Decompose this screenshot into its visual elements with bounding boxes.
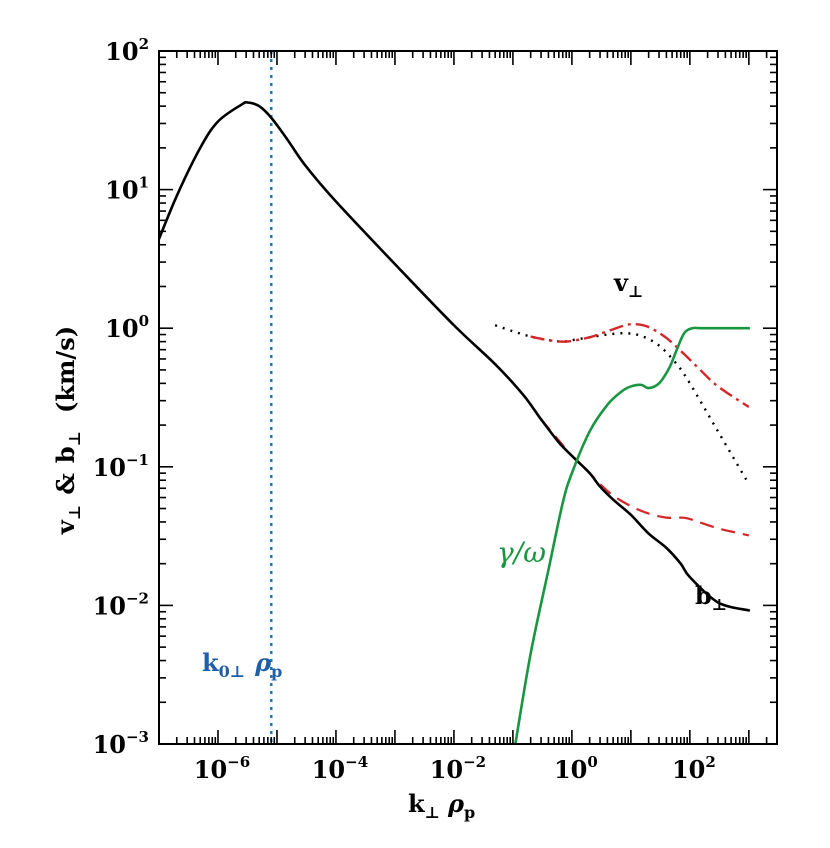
x-tick-label: 102 [672, 753, 716, 784]
x-axis-title: k⊥ ρp [408, 789, 475, 822]
ticks-layer [158, 50, 777, 745]
v-perp-label-main: v [613, 268, 629, 297]
series-v-perp-dotted [494, 324, 750, 485]
y-axis-title-unit: (km/s) [51, 326, 80, 413]
k0-label-rho: ρ [254, 648, 272, 677]
k0-label-sub: 0⊥ [219, 662, 246, 681]
x-tick-label: 100 [554, 753, 598, 784]
plot-frame [158, 50, 778, 745]
y-axis-title-v: v [51, 519, 80, 535]
series-layer [159, 51, 751, 744]
y-axis-title-b: b [51, 446, 80, 463]
v-perp-label-sub: ⊥ [628, 282, 643, 301]
k0-label-main: k [202, 648, 220, 677]
y-axis-title-amp: & [51, 473, 80, 495]
series-b-perp-dashed [540, 418, 750, 537]
b-perp-label-sub: ⊥ [712, 595, 727, 614]
x-axis-title-sub2: p [464, 803, 475, 822]
y-tick-label: 102 [105, 35, 149, 66]
y-tick-label: 10−2 [93, 589, 149, 620]
b-perp-label-main: b [695, 581, 712, 610]
v-perp-label: v⊥ [613, 268, 643, 301]
x-axis-title-rho: ρ [447, 789, 465, 818]
k0-label: k0⊥ ρp [202, 648, 282, 681]
x-axis-title-k: k [408, 789, 426, 818]
x-axis-title-sub1: ⊥ [425, 803, 440, 822]
series-v-perp-dashdot [530, 322, 750, 409]
y-tick-label: 101 [105, 174, 149, 205]
y-tick-label: 100 [105, 312, 149, 343]
tick-labels-layer: 10−6 10−4 10−2 100 102 10−3 10−2 10−1 100 101 102 [93, 35, 716, 784]
x-tick-label: 10−4 [312, 753, 368, 784]
y-axis-title: v⊥&b⊥(km/s) [51, 326, 84, 535]
x-tick-label: 10−6 [194, 753, 250, 784]
series-gamma-omega [514, 326, 751, 744]
gamma-omega-label: γ/ω [497, 536, 546, 569]
series-b-perp [159, 100, 751, 612]
b-perp-label: b⊥ [695, 581, 727, 614]
y-axis-title-bsub: ⊥ [65, 431, 84, 446]
y-axis-title-vsub: ⊥ [65, 505, 84, 520]
y-tick-label: 10−3 [93, 728, 149, 759]
y-tick-label: 10−1 [93, 451, 149, 482]
x-tick-label: 10−2 [430, 753, 486, 784]
k0-label-rho-sub: p [271, 662, 282, 681]
